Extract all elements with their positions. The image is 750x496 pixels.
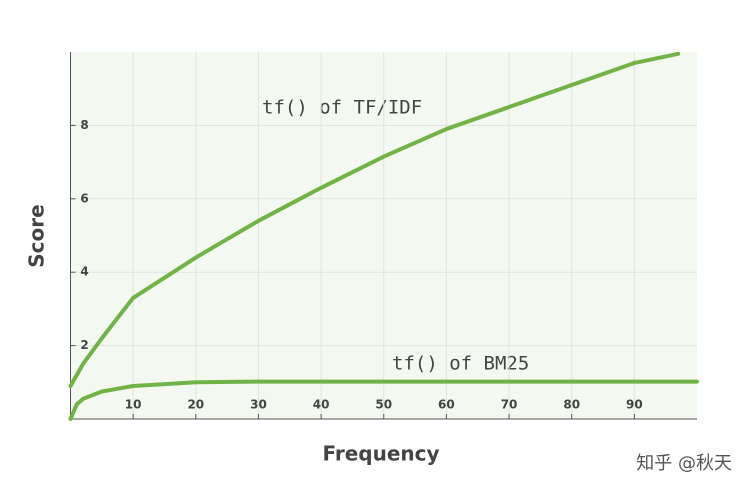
- y-tick-label: 4: [80, 265, 88, 279]
- x-tick-label: 10: [125, 398, 142, 412]
- x-tick-label: 40: [313, 398, 330, 412]
- x-tick-label: 50: [375, 398, 392, 412]
- line-series: [68, 379, 699, 421]
- x-tick-label: 30: [250, 398, 267, 412]
- y-tick-label: 6: [80, 191, 88, 205]
- watermark: 知乎 @秋天: [636, 453, 732, 474]
- x-tick-label: 80: [563, 398, 580, 412]
- y-tick-label: 8: [80, 118, 88, 132]
- series-label: tf() of TF/IDF: [262, 97, 422, 119]
- x-tick-label: 90: [626, 398, 643, 412]
- x-tick-label: 20: [187, 398, 204, 412]
- line-series: [68, 51, 681, 388]
- x-tick-label: 70: [501, 398, 518, 412]
- x-tick-label: 60: [438, 398, 455, 412]
- x-axis-label: Frequency: [322, 442, 439, 466]
- y-tick-label: 2: [80, 338, 88, 352]
- series-label: tf() of BM25: [392, 353, 529, 375]
- y-axis-label: Score: [25, 204, 49, 267]
